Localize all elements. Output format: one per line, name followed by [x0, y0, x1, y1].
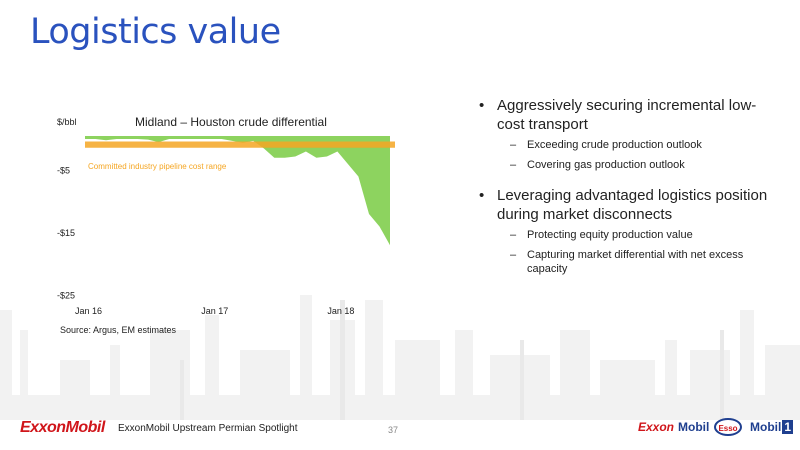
y-tick-label: -$25	[57, 290, 75, 300]
sub-bullet-text: Covering gas production outlook	[527, 159, 685, 171]
sub-bullet-item: – Exceeding crude production outlook	[475, 138, 775, 152]
sub-bullet-item: – Covering gas production outlook	[475, 158, 775, 172]
footer-text: ExxonMobil Upstream Permian Spotlight	[118, 423, 298, 434]
slide-title: Logistics value	[30, 12, 281, 52]
sub-bullet-item: – Capturing market differential with net…	[475, 248, 775, 276]
y-tick-label: -$15	[57, 228, 75, 238]
sub-bullet-text: Exceeding crude production outlook	[527, 139, 702, 151]
x-tick-label: Jan 18	[327, 306, 354, 316]
x-tick-label: Jan 16	[75, 306, 102, 316]
differential-area	[85, 136, 390, 246]
sub-bullet-item: – Protecting equity production value	[475, 228, 775, 242]
dash-icon: –	[510, 249, 517, 261]
y-axis-unit-label: $/bbl	[57, 117, 77, 127]
bullet-dot-icon: •	[479, 97, 485, 114]
dash-icon: –	[510, 139, 517, 151]
page-number: 37	[388, 425, 399, 435]
bullet-dot-icon: •	[479, 187, 485, 204]
sub-bullet-text: Protecting equity production value	[527, 229, 693, 241]
bullet-item: • Aggressively securing incremental low-…	[475, 96, 775, 134]
chart-source: Source: Argus, EM estimates	[60, 325, 177, 335]
y-tick-label: -$5	[57, 165, 70, 175]
bullet-item: • Leveraging advantaged logistics positi…	[475, 186, 775, 224]
mobil1-logo: Mobil 1	[750, 420, 794, 434]
chart-title: Midland – Houston crude differential	[135, 115, 327, 129]
pipeline-cost-band	[85, 141, 395, 148]
bullet-text: Aggressively securing incremental low-co…	[497, 97, 757, 133]
dash-icon: –	[510, 159, 517, 171]
mobil-logo: Mobil	[678, 420, 710, 434]
bullet-list: • Aggressively securing incremental low-…	[475, 96, 775, 282]
sub-bullet-text: Capturing market differential with net e…	[527, 249, 744, 275]
pipeline-cost-band-label: Committed industry pipeline cost range	[88, 162, 227, 171]
bullet-text: Leveraging advantaged logistics position…	[497, 187, 768, 223]
esso-logo: Esso	[714, 418, 742, 436]
dash-icon: –	[510, 229, 517, 241]
exxon-logo: Exxon	[638, 420, 675, 434]
x-tick-label: Jan 17	[201, 306, 228, 316]
exxonmobil-logo: ExxonMobil	[20, 419, 105, 436]
